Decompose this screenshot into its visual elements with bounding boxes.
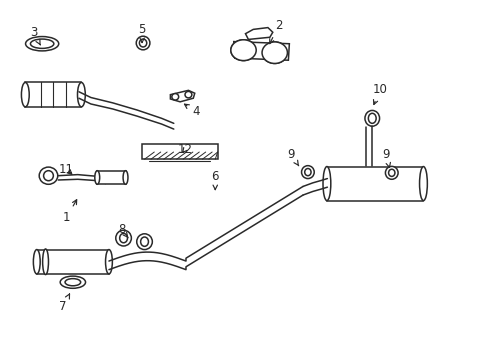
Ellipse shape — [262, 42, 287, 63]
Bar — [37, 249, 109, 274]
Text: 2: 2 — [269, 19, 282, 44]
Ellipse shape — [65, 279, 81, 286]
Ellipse shape — [304, 168, 310, 176]
Ellipse shape — [266, 45, 283, 60]
Text: 7: 7 — [59, 294, 69, 313]
Ellipse shape — [171, 94, 178, 100]
Ellipse shape — [419, 167, 427, 201]
Ellipse shape — [385, 166, 397, 179]
Text: 6: 6 — [211, 170, 219, 190]
Text: 9: 9 — [286, 148, 298, 166]
Ellipse shape — [25, 37, 59, 51]
Ellipse shape — [30, 39, 54, 48]
Ellipse shape — [116, 230, 131, 246]
Ellipse shape — [42, 249, 48, 275]
Ellipse shape — [95, 171, 100, 184]
Ellipse shape — [184, 91, 191, 98]
Text: 12: 12 — [177, 143, 192, 156]
Ellipse shape — [39, 167, 58, 184]
Polygon shape — [233, 41, 289, 60]
Ellipse shape — [262, 42, 287, 63]
Ellipse shape — [137, 234, 152, 249]
Text: 8: 8 — [118, 223, 128, 238]
Ellipse shape — [323, 167, 330, 201]
Ellipse shape — [123, 171, 128, 184]
Text: 5: 5 — [138, 23, 145, 42]
Bar — [326, 167, 423, 201]
Ellipse shape — [120, 233, 127, 243]
Text: 10: 10 — [372, 83, 386, 104]
Text: 11: 11 — [59, 163, 74, 176]
Text: 9: 9 — [382, 148, 389, 167]
Polygon shape — [245, 28, 272, 40]
Ellipse shape — [230, 40, 256, 60]
Ellipse shape — [60, 276, 85, 288]
Ellipse shape — [301, 166, 314, 179]
Ellipse shape — [139, 39, 146, 47]
Text: 1: 1 — [62, 200, 77, 224]
Ellipse shape — [33, 249, 40, 274]
Ellipse shape — [21, 82, 29, 107]
Ellipse shape — [367, 113, 375, 123]
Ellipse shape — [43, 171, 53, 181]
Ellipse shape — [235, 43, 251, 57]
Ellipse shape — [77, 82, 85, 107]
Ellipse shape — [230, 40, 256, 60]
Text: 3: 3 — [30, 27, 40, 45]
Bar — [25, 82, 81, 107]
Bar — [142, 144, 217, 159]
Ellipse shape — [105, 249, 112, 274]
Ellipse shape — [388, 169, 394, 176]
Ellipse shape — [364, 111, 379, 126]
Bar — [97, 171, 125, 184]
Ellipse shape — [141, 237, 148, 246]
Polygon shape — [170, 90, 194, 102]
Ellipse shape — [136, 36, 150, 50]
Text: 4: 4 — [184, 104, 199, 118]
